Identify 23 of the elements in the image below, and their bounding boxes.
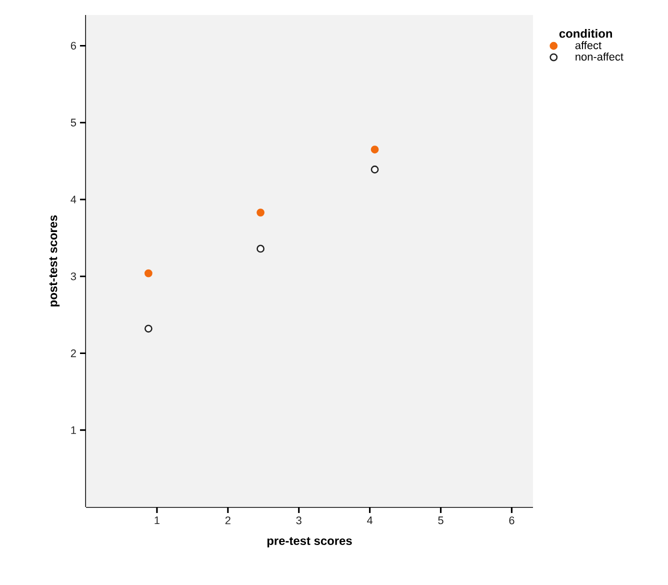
x-tick-label: 5 [438,516,444,524]
point [144,324,152,333]
legend-label: non-affect [576,52,624,61]
y-tick-label: 3 [70,272,76,280]
x-tick-label: 1 [154,516,160,524]
point [256,208,264,217]
x-axis-title: pre-test scores [267,537,352,548]
point [370,146,379,154]
x-tick-label: 6 [509,516,514,524]
point [370,166,379,174]
point [256,244,264,253]
y-tick-label: 2 [70,349,76,358]
y-tick-label: 6 [70,42,76,50]
y-axis-title: post-test scores [49,215,60,306]
x-tick-label: 4 [367,516,373,524]
legend-label: affect [575,41,602,50]
point [144,269,152,278]
y-tick-label: 4 [70,196,76,204]
x-tick-label: 2 [225,516,230,524]
y-tick-label: 1 [71,426,76,434]
legend-title: condition [559,29,612,38]
y-tick-label: 5 [70,118,76,126]
x-tick-label: 3 [296,516,302,524]
